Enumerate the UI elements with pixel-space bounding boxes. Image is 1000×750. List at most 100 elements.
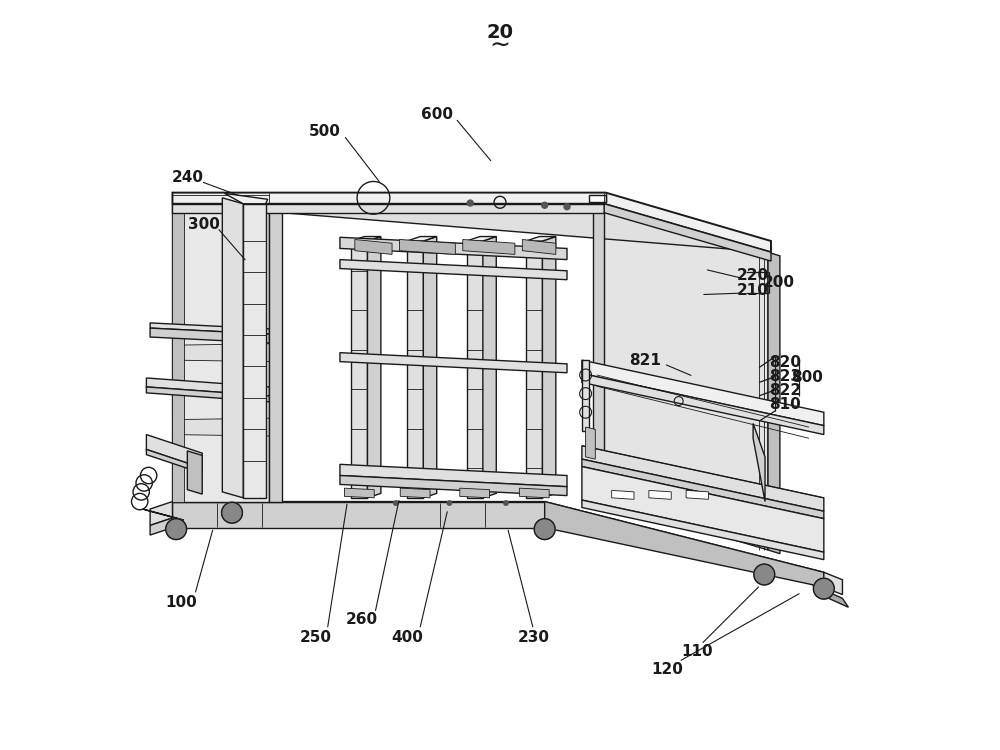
Polygon shape: [172, 193, 771, 252]
Text: 210: 210: [737, 283, 769, 298]
Polygon shape: [225, 194, 268, 204]
Text: 100: 100: [166, 595, 197, 610]
Polygon shape: [586, 427, 595, 459]
Polygon shape: [467, 241, 483, 498]
Text: 120: 120: [652, 662, 683, 676]
Polygon shape: [407, 236, 437, 241]
Polygon shape: [351, 236, 381, 241]
Polygon shape: [460, 488, 490, 498]
Polygon shape: [542, 236, 556, 498]
Circle shape: [504, 501, 508, 506]
Polygon shape: [355, 239, 392, 254]
Polygon shape: [467, 236, 496, 241]
Circle shape: [166, 519, 187, 539]
Polygon shape: [146, 378, 269, 396]
Polygon shape: [526, 241, 542, 498]
Text: 20: 20: [487, 23, 514, 42]
Text: 200: 200: [763, 275, 795, 290]
Circle shape: [754, 564, 775, 585]
Polygon shape: [604, 204, 768, 550]
Polygon shape: [150, 502, 172, 526]
Circle shape: [394, 501, 398, 506]
Circle shape: [534, 519, 555, 539]
Polygon shape: [146, 449, 202, 473]
Polygon shape: [582, 466, 824, 552]
Polygon shape: [522, 239, 556, 254]
Text: 500: 500: [309, 124, 341, 139]
Circle shape: [564, 204, 570, 210]
Polygon shape: [463, 239, 515, 254]
Polygon shape: [753, 424, 765, 502]
Polygon shape: [260, 195, 282, 204]
Polygon shape: [340, 476, 567, 496]
Polygon shape: [172, 419, 269, 436]
Polygon shape: [519, 488, 549, 498]
Circle shape: [542, 202, 548, 208]
Polygon shape: [593, 204, 604, 502]
Polygon shape: [340, 464, 567, 487]
Circle shape: [447, 501, 452, 506]
Polygon shape: [146, 387, 269, 402]
Polygon shape: [150, 328, 269, 343]
Text: 400: 400: [391, 629, 423, 644]
Text: 820: 820: [769, 355, 801, 370]
Polygon shape: [545, 502, 824, 587]
Circle shape: [222, 503, 242, 524]
Polygon shape: [172, 502, 824, 572]
Text: 230: 230: [518, 629, 550, 644]
Text: 821: 821: [629, 352, 661, 368]
Polygon shape: [407, 241, 423, 498]
Circle shape: [813, 578, 834, 599]
Polygon shape: [222, 198, 243, 498]
Polygon shape: [589, 195, 606, 202]
Polygon shape: [172, 204, 269, 502]
Polygon shape: [340, 352, 567, 373]
Polygon shape: [423, 236, 437, 498]
Polygon shape: [583, 196, 604, 204]
Text: 823: 823: [769, 369, 801, 384]
Text: 240: 240: [171, 170, 203, 185]
Polygon shape: [582, 446, 824, 512]
Polygon shape: [604, 204, 771, 261]
Polygon shape: [582, 500, 824, 560]
Polygon shape: [483, 236, 496, 498]
Polygon shape: [612, 490, 634, 500]
Text: 250: 250: [299, 629, 331, 644]
Polygon shape: [582, 360, 589, 430]
Polygon shape: [150, 323, 269, 334]
Polygon shape: [400, 239, 455, 254]
Text: 260: 260: [346, 612, 378, 627]
Polygon shape: [143, 509, 184, 520]
Polygon shape: [649, 490, 671, 500]
Text: 600: 600: [421, 107, 453, 122]
Text: 822: 822: [769, 383, 801, 398]
Polygon shape: [243, 204, 266, 498]
Polygon shape: [582, 459, 824, 519]
Polygon shape: [351, 241, 367, 498]
Text: 810: 810: [769, 398, 801, 412]
Polygon shape: [400, 488, 430, 498]
Polygon shape: [686, 490, 708, 500]
Polygon shape: [768, 252, 780, 554]
Text: 220: 220: [737, 268, 769, 283]
Polygon shape: [172, 204, 768, 252]
Text: 300: 300: [188, 217, 220, 232]
Polygon shape: [813, 585, 848, 608]
Polygon shape: [526, 236, 556, 241]
Polygon shape: [582, 360, 824, 425]
Text: ∼: ∼: [490, 33, 511, 57]
Text: 110: 110: [681, 644, 713, 659]
Polygon shape: [824, 572, 842, 595]
Polygon shape: [172, 204, 184, 502]
Polygon shape: [187, 451, 202, 494]
Circle shape: [467, 200, 473, 206]
Polygon shape: [582, 374, 824, 434]
Polygon shape: [146, 434, 202, 468]
Polygon shape: [269, 204, 282, 502]
Polygon shape: [172, 204, 604, 213]
Polygon shape: [344, 488, 374, 498]
Polygon shape: [340, 237, 567, 260]
Polygon shape: [150, 518, 172, 535]
Polygon shape: [172, 502, 545, 527]
Polygon shape: [340, 260, 567, 280]
